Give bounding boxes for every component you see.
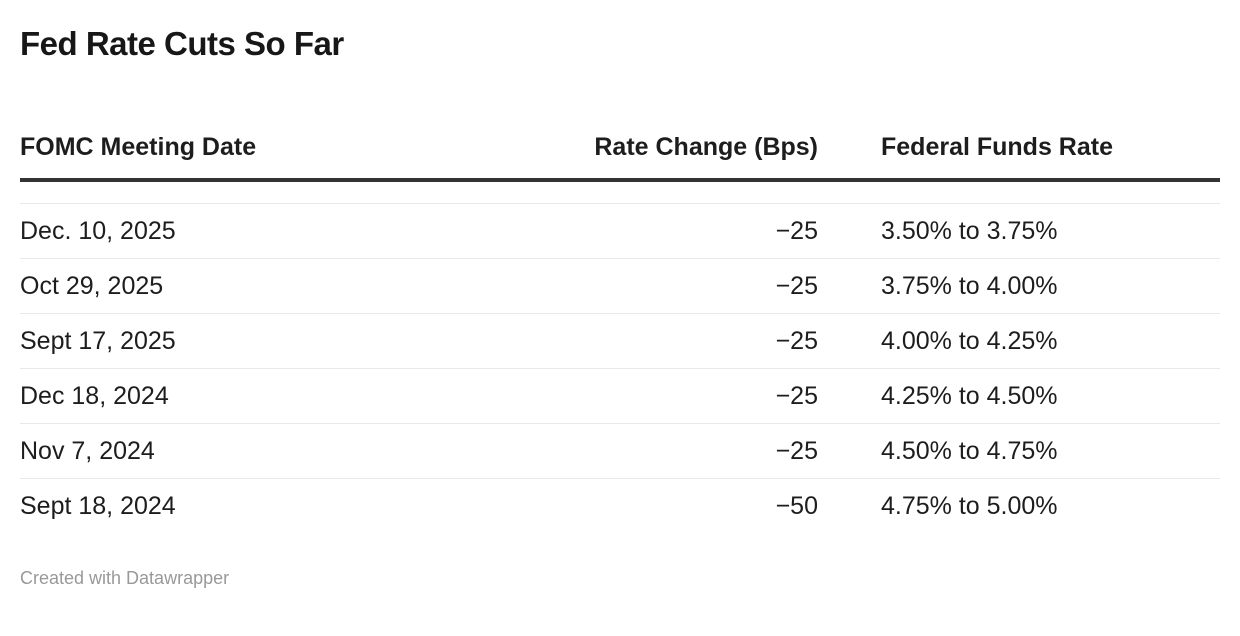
column-header-rate-change-bps: Rate Change (Bps) bbox=[560, 132, 818, 182]
federal-funds-rate-cell: 4.25% to 4.50% bbox=[818, 368, 1220, 424]
federal-funds-rate-cell: 3.75% to 4.00% bbox=[818, 258, 1220, 314]
rate-change-cell: −25 bbox=[560, 368, 818, 424]
meeting-date-cell: Dec 18, 2024 bbox=[20, 368, 560, 424]
datawrapper-attribution-link[interactable]: Created with Datawrapper bbox=[20, 568, 230, 588]
rate-change-cell: −50 bbox=[560, 478, 818, 533]
federal-funds-rate-cell: 4.00% to 4.25% bbox=[818, 313, 1220, 369]
table-row: Dec. 10, 2025 −25 3.50% to 3.75% bbox=[20, 203, 1220, 259]
federal-funds-rate-cell: 3.50% to 3.75% bbox=[818, 203, 1220, 259]
fed-rate-cuts-table: FOMC Meeting Date Rate Change (Bps) Fede… bbox=[20, 132, 1220, 533]
spacer-row bbox=[20, 180, 1220, 204]
column-header-federal-funds-rate: Federal Funds Rate bbox=[818, 132, 1220, 182]
federal-funds-rate-cell: 4.50% to 4.75% bbox=[818, 423, 1220, 479]
table-row: Sept 18, 2024 −50 4.75% to 5.00% bbox=[20, 478, 1220, 533]
table-row: Oct 29, 2025 −25 3.75% to 4.00% bbox=[20, 258, 1220, 314]
attribution-footer: Created with Datawrapper bbox=[20, 567, 1220, 589]
meeting-date-cell: Oct 29, 2025 bbox=[20, 258, 560, 314]
rate-change-cell: −25 bbox=[560, 258, 818, 314]
table-row: Dec 18, 2024 −25 4.25% to 4.50% bbox=[20, 368, 1220, 424]
rate-change-cell: −25 bbox=[560, 203, 818, 259]
meeting-date-cell: Nov 7, 2024 bbox=[20, 423, 560, 479]
meeting-date-cell: Sept 17, 2025 bbox=[20, 313, 560, 369]
table-row: Nov 7, 2024 −25 4.50% to 4.75% bbox=[20, 423, 1220, 479]
federal-funds-rate-cell: 4.75% to 5.00% bbox=[818, 478, 1220, 533]
table-row: Sept 17, 2025 −25 4.00% to 4.25% bbox=[20, 313, 1220, 369]
column-header-fomc-meeting-date: FOMC Meeting Date bbox=[20, 132, 560, 182]
meeting-date-cell: Sept 18, 2024 bbox=[20, 478, 560, 533]
meeting-date-cell: Dec. 10, 2025 bbox=[20, 203, 560, 259]
table-header: FOMC Meeting Date Rate Change (Bps) Fede… bbox=[20, 132, 1220, 182]
page-title: Fed Rate Cuts So Far bbox=[20, 25, 344, 62]
table-chart-container: Fed Rate Cuts So Far FOMC Meeting Date R… bbox=[0, 24, 1240, 589]
rate-change-cell: −25 bbox=[560, 423, 818, 479]
rate-change-cell: −25 bbox=[560, 313, 818, 369]
